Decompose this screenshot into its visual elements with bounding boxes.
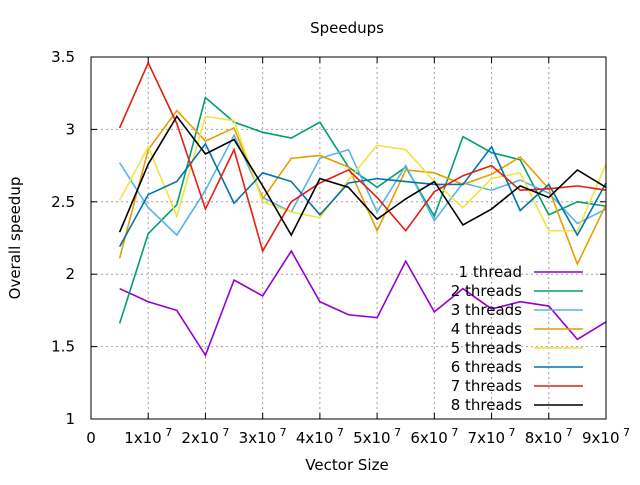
legend-entry: 7 threads xyxy=(451,377,583,395)
series-line-2 xyxy=(118,96,607,324)
chart-title: Speedups xyxy=(310,19,384,37)
legend-label: 4 threads xyxy=(451,320,522,338)
legend-entry: 3 threads xyxy=(451,301,583,319)
legend-entry: 8 threads xyxy=(451,396,583,414)
x-tick-label: 6x10 7 xyxy=(410,426,458,447)
series-line-1 xyxy=(119,249,607,358)
x-tick-label: 2x10 7 xyxy=(181,426,229,447)
series-line-5 xyxy=(118,115,607,232)
y-tick-label: 1.5 xyxy=(51,338,75,356)
x-axis-title: Vector Size xyxy=(305,456,388,474)
series-line-4 xyxy=(118,109,607,267)
y-axis-tick-labels: 1 1.5 2 2.5 3 3.5 xyxy=(51,48,75,428)
series-line-7 xyxy=(118,60,607,254)
x-tick-label: 0 xyxy=(86,429,96,447)
legend-entry: 2 threads xyxy=(451,282,583,300)
grid-lines xyxy=(91,57,606,419)
y-tick-label: 3 xyxy=(65,120,75,138)
legend-label: 2 threads xyxy=(451,282,522,300)
series-line-8 xyxy=(118,114,607,237)
legend-label: 1 thread xyxy=(459,263,522,281)
y-tick-label: 2.5 xyxy=(51,193,75,211)
axis-ticks xyxy=(90,56,607,420)
x-tick-label: 7x10 7 xyxy=(468,426,516,447)
x-tick-label: 4x10 7 xyxy=(296,426,344,447)
series-line-3 xyxy=(118,133,607,237)
x-axis-tick-labels: 0 1x10 7 2x10 7 3x10 7 4x10 7 5x10 7 6x10 7 7x1… xyxy=(86,426,630,447)
legend-entry: 5 threads xyxy=(451,339,583,357)
legend-label: 8 threads xyxy=(451,396,522,414)
legend-label: 5 threads xyxy=(451,339,522,357)
legend-entry: 6 threads xyxy=(451,358,583,376)
y-tick-label: 3.5 xyxy=(51,48,75,66)
x-tick-label: 8x10 7 xyxy=(525,426,573,447)
y-axis-title: Overall speedup xyxy=(6,177,24,300)
legend-label: 7 threads xyxy=(451,377,522,395)
legend-entry: 1 thread xyxy=(459,263,583,281)
x-tick-label: 5x10 7 xyxy=(353,426,401,447)
legend-label: 6 threads xyxy=(451,358,522,376)
y-tick-label: 2 xyxy=(65,265,75,283)
legend-entry: 4 threads xyxy=(451,320,583,338)
plot-area-frame xyxy=(90,56,607,420)
y-tick-label: 1 xyxy=(65,410,75,428)
series-lines xyxy=(118,60,607,358)
x-tick-label: 1x10 7 xyxy=(124,426,172,447)
x-tick-label: 3x10 7 xyxy=(239,426,287,447)
legend-label: 3 threads xyxy=(451,301,522,319)
series-line-6 xyxy=(118,142,607,248)
x-tick-label: 9x10 7 xyxy=(582,426,630,447)
